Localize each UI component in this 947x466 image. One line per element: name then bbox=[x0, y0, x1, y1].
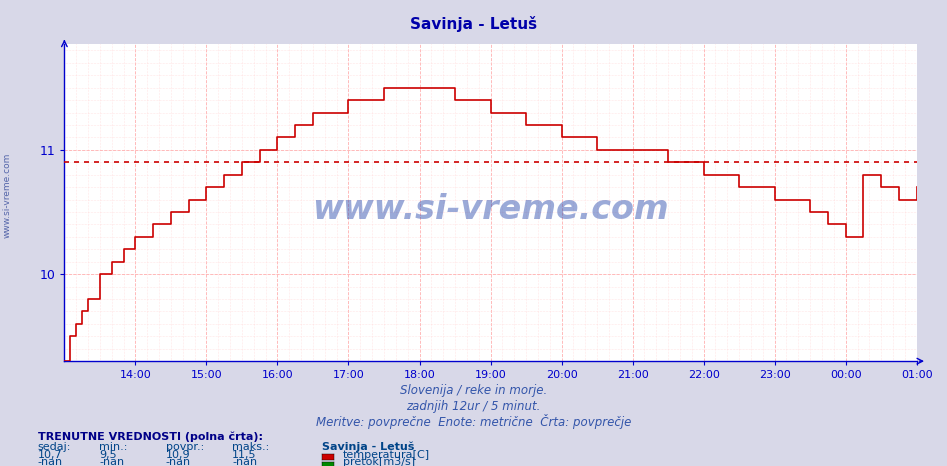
Text: 9,5: 9,5 bbox=[99, 450, 117, 459]
Text: TRENUTNE VREDNOSTI (polna črta):: TRENUTNE VREDNOSTI (polna črta): bbox=[38, 432, 263, 442]
Text: -nan: -nan bbox=[232, 457, 258, 466]
Text: pretok[m3/s]: pretok[m3/s] bbox=[343, 457, 415, 466]
Text: www.si-vreme.com: www.si-vreme.com bbox=[313, 192, 669, 226]
Text: -nan: -nan bbox=[38, 457, 63, 466]
Text: maks.:: maks.: bbox=[232, 442, 269, 452]
Text: min.:: min.: bbox=[99, 442, 128, 452]
Text: 10,9: 10,9 bbox=[166, 450, 190, 459]
Text: 11,5: 11,5 bbox=[232, 450, 257, 459]
Text: Slovenija / reke in morje.: Slovenija / reke in morje. bbox=[400, 384, 547, 397]
Text: 10,7: 10,7 bbox=[38, 450, 63, 459]
Text: Savinja - Letuš: Savinja - Letuš bbox=[322, 441, 415, 452]
Text: Meritve: povprečne  Enote: metrične  Črta: povprečje: Meritve: povprečne Enote: metrične Črta:… bbox=[315, 414, 632, 429]
Text: zadnjih 12ur / 5 minut.: zadnjih 12ur / 5 minut. bbox=[406, 400, 541, 413]
Text: -nan: -nan bbox=[166, 457, 191, 466]
Text: www.si-vreme.com: www.si-vreme.com bbox=[3, 153, 12, 239]
Text: Savinja - Letuš: Savinja - Letuš bbox=[410, 16, 537, 32]
Text: sedaj:: sedaj: bbox=[38, 442, 71, 452]
Text: -nan: -nan bbox=[99, 457, 125, 466]
Text: temperatura[C]: temperatura[C] bbox=[343, 450, 430, 459]
Text: povpr.:: povpr.: bbox=[166, 442, 204, 452]
